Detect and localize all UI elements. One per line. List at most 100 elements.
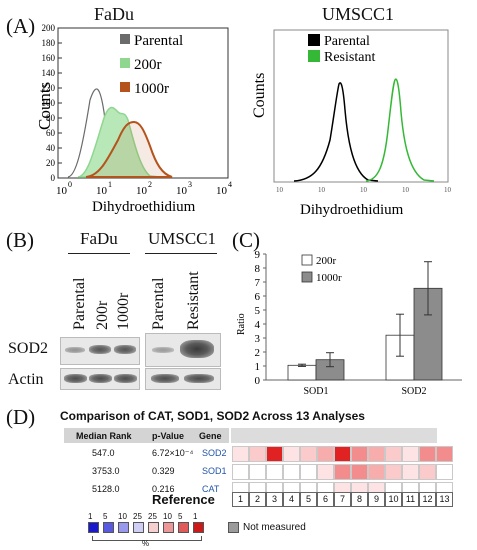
fadu-xtick-exponent: 2 [148,180,152,189]
umscc-xtick-label: 10 [444,186,452,194]
heatmap-cell[interactable] [368,446,385,462]
umscc-xtick-label: 10 [276,186,284,194]
scale-top-label: 25 [148,512,157,521]
heatmap-cell[interactable] [334,464,351,480]
reference-number[interactable]: 2 [249,492,266,507]
reference-number[interactable]: 5 [300,492,317,507]
fadu-title: FaDu [94,4,134,24]
heatmap-cell[interactable] [317,446,334,462]
scale-swatch [118,522,129,533]
umscc-ylabel: Counts [251,73,268,118]
oncomine-gene-link[interactable]: SOD2 [202,448,227,458]
fadu-legend-swatch-200r [120,58,130,68]
oncomine-heatmap-header [231,428,437,443]
not-measured-label: Not measured [243,522,306,533]
heatmap-cell[interactable] [385,464,402,480]
heatmap-cell[interactable] [385,446,402,462]
heatmap-cell[interactable] [249,464,266,480]
umscc-legend-label-resistant: Resistant [324,50,375,65]
reference-number[interactable]: 3 [266,492,283,507]
panel-label-c: (C) [232,228,260,252]
reference-number[interactable]: 4 [283,492,300,507]
reference-number[interactable]: 7 [334,492,351,507]
scale-top-label: 1 [193,512,198,521]
heatmap-cell[interactable] [402,446,419,462]
reference-number[interactable]: 1 [232,492,249,507]
oncomine-pvalue: 6.72×10⁻⁴ [152,448,194,458]
band-sod2-fadu-parental [65,347,85,353]
fadu-ytick-label: 60 [46,128,56,138]
heatmap-cell[interactable] [317,464,334,480]
reference-number[interactable]: 9 [368,492,385,507]
umscc-x-ticks: 10 10 10 10 10 [276,186,452,194]
panel-label-d: (D) [6,405,36,429]
heatmap-cell[interactable] [368,464,385,480]
fadu-y-ticks: 0 20 40 60 80 100 120 140 160 180 200 [42,23,62,183]
reference-number[interactable]: 11 [402,492,419,507]
heatmap-cell[interactable] [351,464,368,480]
heatmap-cell[interactable] [232,464,249,480]
bar-ylabel: Ratio [236,313,247,335]
heatmap-cell[interactable] [266,446,283,462]
reference-number[interactable]: 6 [317,492,334,507]
bar-ytick-label: 9 [255,249,261,261]
fadu-curve-1000r [85,120,173,178]
oncomine-header-gene: Gene [199,431,222,441]
bar-ytick-label: 2 [255,347,261,359]
umscc-curve-parental [293,82,379,182]
blot-actin-umscc [145,368,221,390]
fadu-legend-label-200r: 200r [134,57,162,73]
bar-legend-label-200r: 200r [316,255,337,267]
band-actin-fadu-parental [64,374,87,383]
reference-number[interactable]: 10 [385,492,402,507]
fadu-ytick-label: 200 [42,23,56,33]
heatmap-cell[interactable] [436,446,453,462]
heatmap-cell[interactable] [249,446,266,462]
bar-ytick-label: 4 [255,319,261,331]
lane-label-fadu-parental: Parental [71,277,88,330]
band-actin-umscc-resistant [184,374,214,383]
bar-legend-label-1000r: 1000r [316,272,342,284]
fadu-ytick-label: 0 [51,173,56,183]
umscc-xtick-label: 10 [360,186,368,194]
oncomine-row: 547.0 6.72×10⁻⁴ SOD2 [0,446,477,462]
fadu-ytick-label: 180 [42,38,56,48]
heatmap-cell[interactable] [300,446,317,462]
lane-label-fadu-1000r: 1000r [115,292,132,330]
scale-top-label: 5 [178,512,183,521]
heatmap-cell[interactable] [436,464,453,480]
umscc-xtick-label: 10 [402,186,410,194]
western-group-umscc1: UMSCC1 [148,229,217,248]
umscc-curve-resistant [365,78,435,182]
reference-number[interactable]: 13 [436,492,453,507]
heatmap-cell[interactable] [419,464,436,480]
fadu-xtick-exponent: 0 [68,180,72,189]
heatmap-cell[interactable] [283,446,300,462]
heatmap-cell[interactable] [402,464,419,480]
bar-legend-swatch-200r [301,254,313,266]
oncomine-gene-link[interactable]: CAT [202,484,220,494]
bar-category-label: SOD2 [401,386,426,397]
scale-top-label: 25 [133,512,142,521]
heatmap-cell[interactable] [419,446,436,462]
heatmap-cell[interactable] [351,446,368,462]
fadu-xtick-exponent: 4 [228,180,232,189]
oncomine-gene-link[interactable]: SOD1 [202,466,227,476]
sod-ratio-bar-chart: 0 1 2 3 4 5 6 7 8 9 Ratio SOD1 SOD2 200r 1000r [236,249,462,397]
heatmap-cell[interactable] [232,446,249,462]
western-row-label-actin: Actin [8,371,44,388]
oncomine-title: Comparison of CAT, SOD1, SOD2 Across 13 … [60,409,365,423]
reference-number[interactable]: 8 [351,492,368,507]
scale-unit: % [142,539,150,548]
heatmap-cell[interactable] [300,464,317,480]
fadu-ytick-label: 80 [46,113,56,123]
bar-ytick-label: 3 [255,333,261,345]
heatmap-cell[interactable] [283,464,300,480]
heatmap-cell[interactable] [334,446,351,462]
fadu-xtick-exponent: 1 [108,180,112,189]
heatmap-cell[interactable] [266,464,283,480]
fadu-ytick-label: 160 [42,53,56,63]
reference-number[interactable]: 12 [419,492,436,507]
